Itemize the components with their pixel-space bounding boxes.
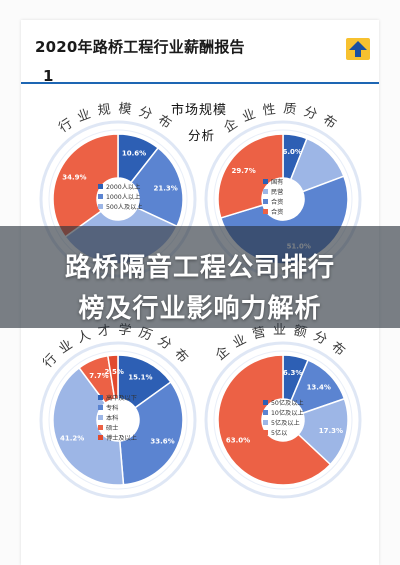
legend-label: 高中及以下 bbox=[106, 394, 137, 402]
outer-ring bbox=[39, 341, 197, 499]
legend-swatch bbox=[263, 420, 268, 425]
legend-swatch bbox=[98, 395, 103, 400]
donut-center bbox=[263, 400, 303, 440]
chart-title: 行业规模分布 bbox=[56, 101, 179, 136]
legend-label: 1000人以上 bbox=[106, 193, 140, 201]
legend-label: 2000人以上 bbox=[106, 183, 140, 191]
up-arrow-icon[interactable] bbox=[346, 38, 370, 60]
legend-swatch bbox=[98, 184, 103, 189]
legend-swatch bbox=[263, 179, 268, 184]
legend-swatch bbox=[263, 189, 268, 194]
donut-slice bbox=[297, 397, 349, 466]
legend-label: 5亿以 bbox=[271, 429, 287, 437]
legend-swatch bbox=[263, 209, 268, 214]
legend-swatch bbox=[263, 410, 268, 415]
slice-data-label: 41.2% bbox=[60, 434, 84, 442]
slice-data-label: 21.3% bbox=[153, 185, 177, 193]
slice-data-label: 13.4% bbox=[307, 383, 331, 391]
slice-data-label: 10.6% bbox=[122, 150, 146, 158]
legend-label: 50亿及以上 bbox=[271, 399, 304, 407]
slice-data-label: 29.7% bbox=[231, 167, 255, 175]
legend-swatch bbox=[263, 199, 268, 204]
legend-label: 10亿及以上 bbox=[271, 409, 304, 417]
donut-slice bbox=[106, 354, 119, 401]
donut-slice bbox=[52, 133, 119, 238]
legend-label: 5亿及以上 bbox=[271, 419, 300, 427]
legend-label: 合资 bbox=[271, 208, 283, 216]
slice-data-label: 34.9% bbox=[62, 174, 86, 182]
legend-swatch bbox=[263, 430, 268, 435]
slice-data-label: 33.6% bbox=[150, 437, 174, 445]
donut-center bbox=[98, 400, 138, 440]
report-header: 2020年路桥工程行业薪酬报告 1 bbox=[21, 20, 379, 85]
donut-center bbox=[98, 179, 138, 219]
legend-label: 民营 bbox=[271, 188, 283, 196]
slice-data-label: 6.3% bbox=[283, 369, 302, 377]
slice-data-label: 6.0% bbox=[282, 148, 301, 156]
slice-data-label: 63.0% bbox=[226, 436, 250, 444]
legend-label: 硕士 bbox=[106, 424, 118, 432]
banner-line-1: 路桥隔音工程公司排行 bbox=[64, 253, 335, 283]
legend-label: 合资 bbox=[271, 198, 283, 206]
inner-ring bbox=[48, 350, 188, 490]
inner-ring bbox=[213, 350, 353, 490]
legend-swatch bbox=[98, 415, 103, 420]
legend-label: 本科 bbox=[106, 414, 118, 422]
slice-data-label: 17.3% bbox=[319, 427, 343, 435]
overlay-banner bbox=[0, 226, 400, 328]
legend-swatch bbox=[98, 194, 103, 199]
legend-swatch bbox=[98, 425, 103, 430]
report-title: 2020年路桥工程行业薪酬报告 bbox=[35, 38, 245, 56]
donut-slice bbox=[52, 366, 125, 486]
donut-chart-4: 企业营业额分布6.3%13.4%17.3%63.0%50亿及以上10亿及以上5亿… bbox=[204, 323, 362, 499]
banner-line-2: 榜及行业影响力解析 bbox=[78, 294, 322, 324]
donut-slice bbox=[129, 146, 184, 228]
legend-label: 国有 bbox=[271, 178, 283, 186]
section-subtitle: 分析 bbox=[188, 128, 216, 143]
legend-label: 博士及以上 bbox=[106, 434, 137, 442]
section-number: 1 bbox=[43, 67, 54, 85]
donut-slice bbox=[118, 381, 184, 486]
legend-label: 500人及以上 bbox=[106, 203, 143, 211]
chart-title: 企业性质分布 bbox=[221, 101, 345, 136]
section-title: 市场规模 bbox=[168, 99, 230, 119]
legend-label: 专科 bbox=[106, 404, 118, 412]
donut-center bbox=[263, 179, 303, 219]
legend-swatch bbox=[98, 204, 103, 209]
slice-data-label: 2.5% bbox=[104, 368, 123, 376]
donut-chart-3: 行业人才学历分布15.1%33.6%41.2%7.7%2.5%高中及以下专科本科… bbox=[39, 322, 197, 499]
outer-ring bbox=[204, 341, 362, 499]
slice-data-label: 7.7% bbox=[89, 372, 108, 380]
slice-data-label: 15.1% bbox=[128, 373, 152, 381]
legend-swatch bbox=[98, 435, 103, 440]
legend-swatch bbox=[98, 405, 103, 410]
legend-swatch bbox=[263, 400, 268, 405]
